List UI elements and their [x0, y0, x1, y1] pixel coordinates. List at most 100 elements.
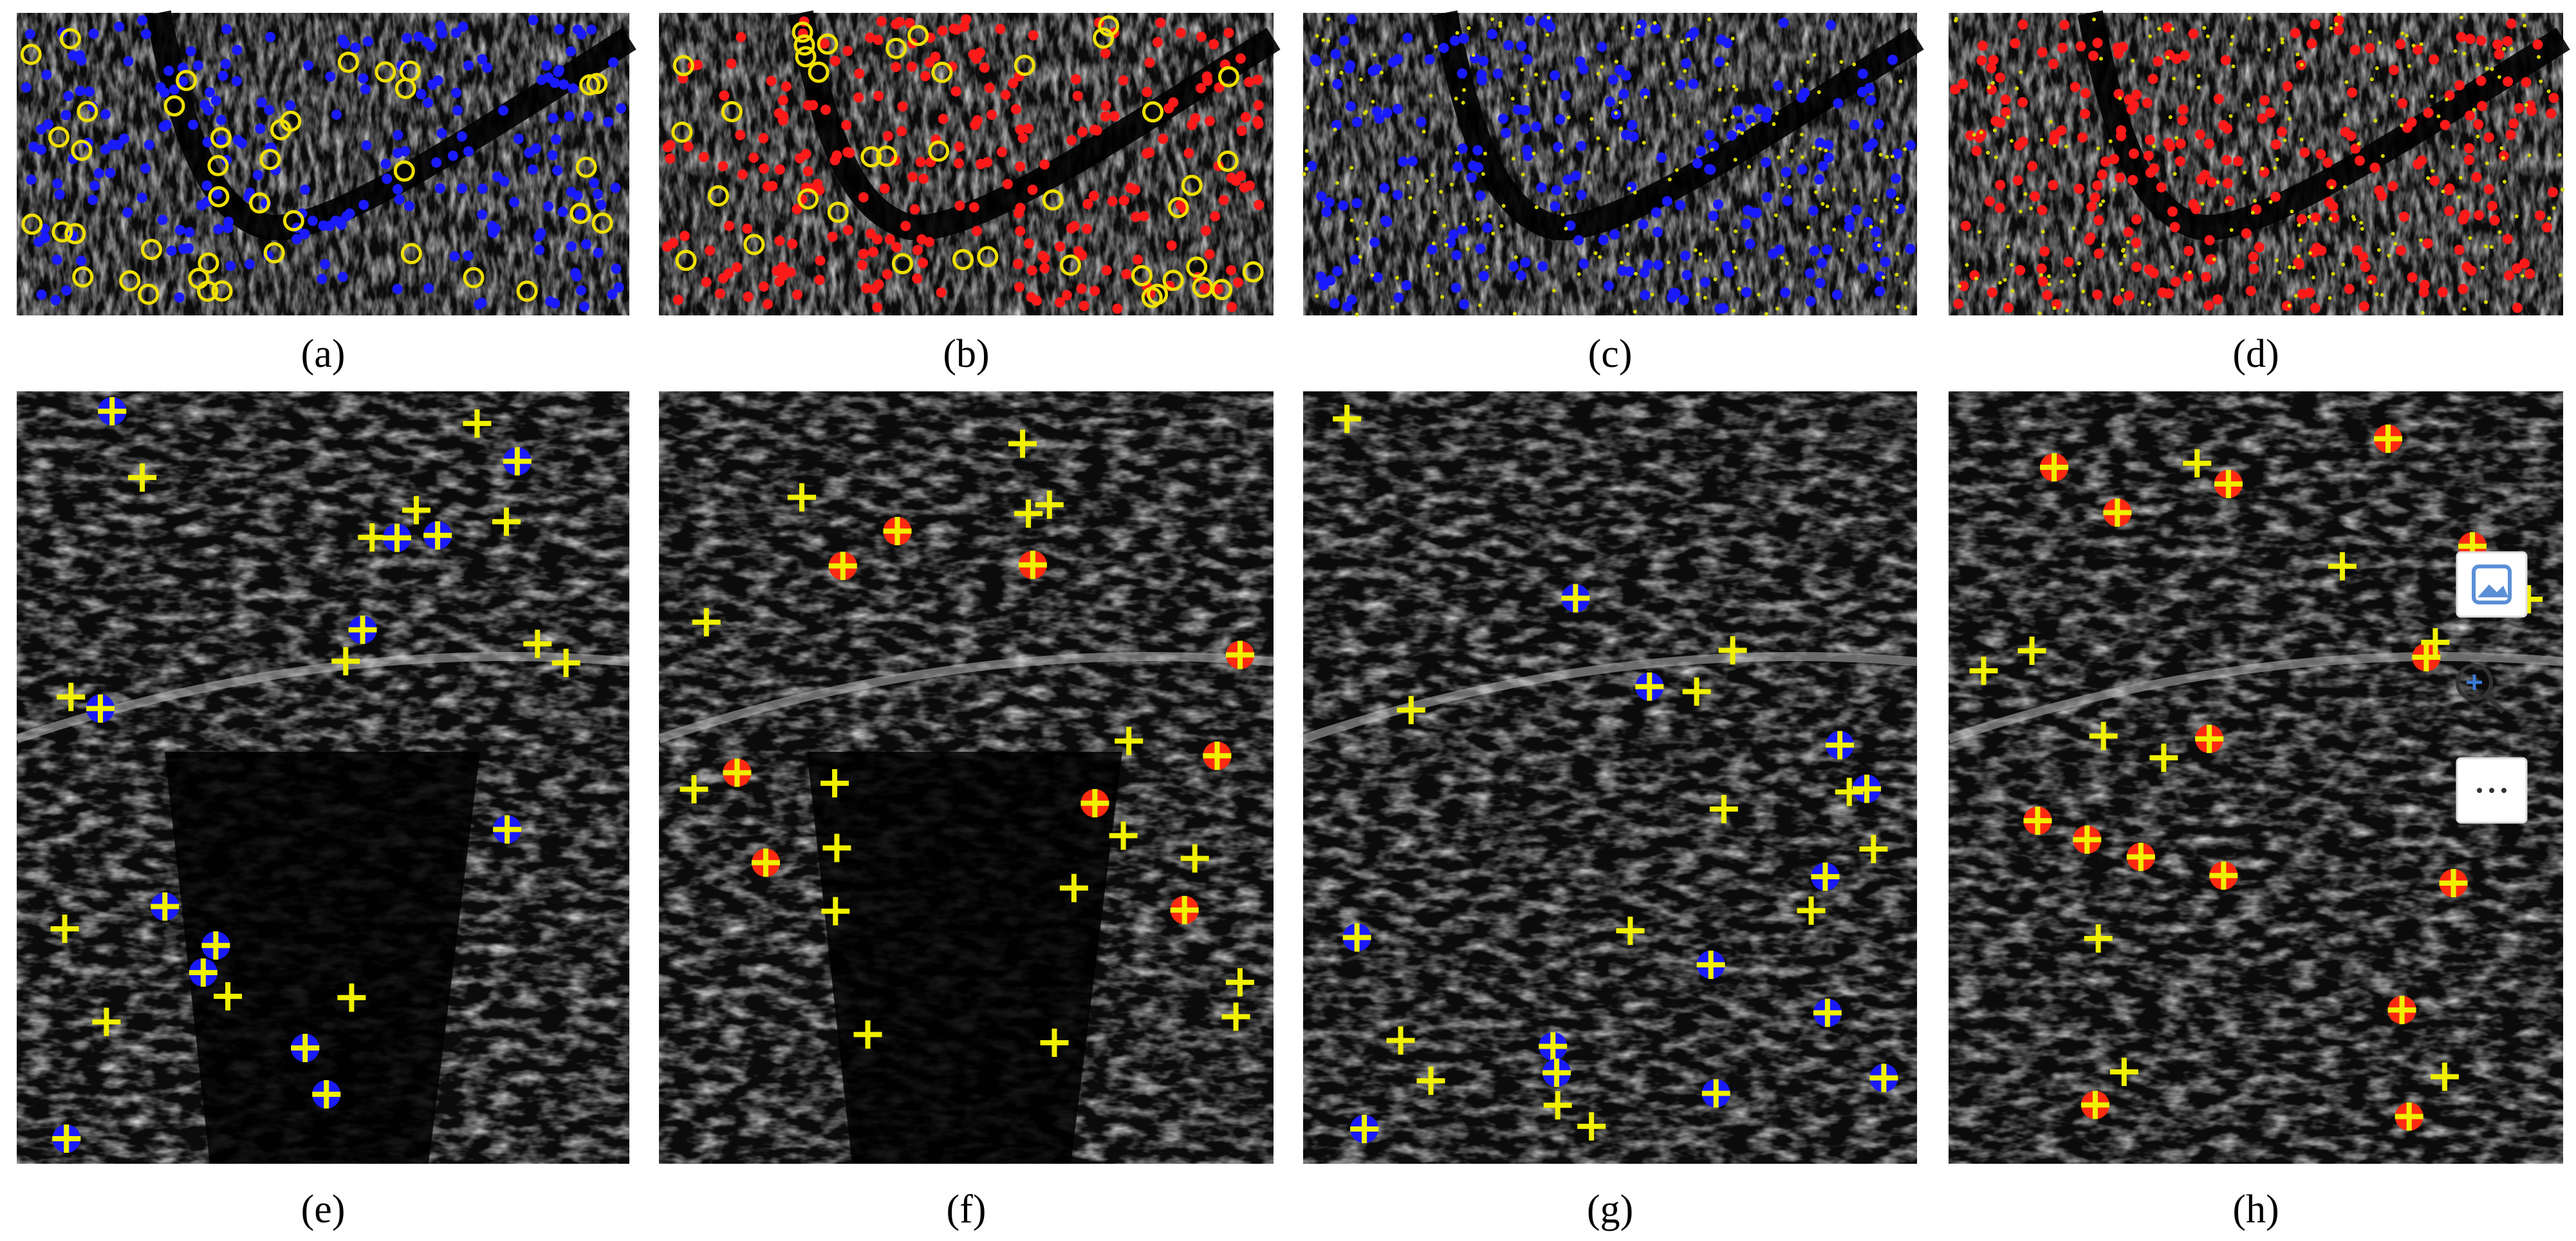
image-button[interactable] [2456, 551, 2528, 618]
feature-point [1401, 280, 1412, 291]
feature-point [474, 299, 485, 310]
cross-marker [1539, 1032, 1568, 1061]
feature-point [2259, 95, 2270, 106]
minor-point [1461, 222, 1466, 227]
feature-point [61, 285, 72, 296]
cross-marker [52, 1124, 81, 1153]
minor-point [1978, 230, 1982, 234]
feature-point [35, 124, 46, 135]
feature-point [1822, 244, 1833, 255]
feature-point [423, 283, 434, 294]
minor-point [1890, 154, 1895, 159]
match-circle [891, 253, 913, 275]
feature-point [1520, 123, 1531, 134]
feature-point [528, 15, 539, 26]
feature-point [36, 144, 47, 155]
minor-point [2292, 265, 2296, 270]
minor-point [1666, 260, 1671, 265]
feature-point [2473, 119, 2484, 130]
feature-point [616, 103, 627, 114]
cross-marker [1635, 672, 1664, 701]
feature-point [718, 161, 728, 172]
minor-point [1799, 133, 1804, 137]
minor-point [1532, 151, 1536, 156]
feature-point [2389, 64, 2400, 75]
minor-point [1302, 172, 1306, 176]
feature-point [544, 296, 555, 307]
feature-point [2487, 201, 2497, 212]
feature-point [570, 268, 581, 279]
feature-point [533, 231, 544, 242]
feature-point [337, 272, 348, 283]
feature-point [1818, 161, 1829, 172]
feature-point [2310, 303, 2321, 313]
match-circle [1014, 54, 1035, 76]
dot [2489, 788, 2494, 793]
minor-point [2018, 209, 2023, 214]
feature-point [2357, 252, 2368, 263]
cross-marker [2387, 996, 2416, 1025]
feature-point [1576, 140, 1587, 151]
feature-point [2281, 301, 2292, 312]
minor-point [1627, 186, 1631, 191]
feature-point [853, 92, 864, 103]
minor-point [2527, 153, 2532, 158]
feature-point [450, 27, 461, 38]
minor-point [2404, 33, 2409, 38]
feature-point [589, 178, 600, 189]
minor-point [2426, 176, 2431, 180]
feature-point [607, 57, 618, 68]
feature-point [949, 23, 959, 34]
feature-point [1994, 202, 2005, 213]
minor-point [1636, 24, 1641, 29]
cross-marker [820, 769, 849, 798]
minor-point [1589, 117, 1594, 121]
feature-point [1682, 270, 1692, 281]
feature-point [1550, 70, 1561, 81]
zoom-icon[interactable] [2456, 664, 2493, 701]
feature-point [2489, 215, 2500, 226]
feature-point [196, 200, 207, 211]
minor-point [1877, 243, 1882, 248]
match-circle [1217, 150, 1239, 172]
feature-point [1398, 156, 1409, 167]
minor-point [1520, 68, 1524, 72]
minor-point [1587, 170, 1591, 174]
minor-point [2260, 166, 2265, 171]
feature-point [1603, 281, 1614, 292]
feature-point [2502, 35, 2513, 46]
cross-marker [1682, 677, 1711, 706]
feature-point [559, 79, 570, 90]
feature-point [1332, 79, 1343, 89]
minor-point [1511, 156, 1515, 161]
minor-point [1512, 312, 1517, 316]
match-circle [817, 33, 839, 55]
feature-point [231, 75, 242, 86]
minor-point [1710, 147, 1714, 152]
minor-point [1997, 281, 2002, 285]
feature-point [1695, 145, 1706, 156]
feature-point [777, 95, 788, 106]
match-circle [163, 95, 185, 117]
match-circle [1242, 261, 1264, 283]
cross-marker [1221, 1002, 1250, 1031]
feature-point [1704, 129, 1715, 140]
feature-point [1079, 301, 1089, 312]
cross-marker [1014, 499, 1043, 528]
feature-point [2143, 150, 2154, 161]
feature-point [2142, 97, 2153, 108]
cross-marker [752, 848, 781, 877]
feature-point [592, 189, 603, 200]
cross-marker [2214, 469, 2243, 498]
feature-point [785, 267, 796, 278]
feature-point [1478, 270, 1489, 281]
feature-point [1745, 238, 1756, 249]
minor-point [2147, 302, 2152, 306]
minor-point [2147, 34, 2152, 39]
feature-point [1028, 30, 1039, 41]
feature-point [777, 261, 788, 272]
feature-point [897, 101, 908, 112]
feature-point [1887, 54, 1898, 65]
minor-point [1431, 241, 1436, 246]
feature-point [1392, 104, 1403, 115]
